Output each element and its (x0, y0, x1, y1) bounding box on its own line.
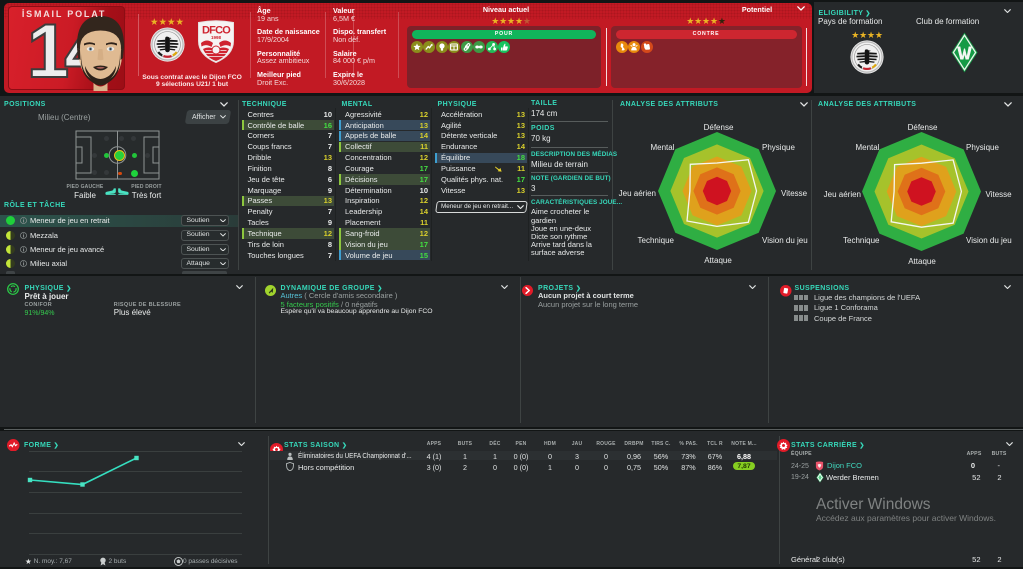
svg-text:1998: 1998 (211, 35, 222, 40)
svg-text:DFCO: DFCO (202, 25, 231, 37)
